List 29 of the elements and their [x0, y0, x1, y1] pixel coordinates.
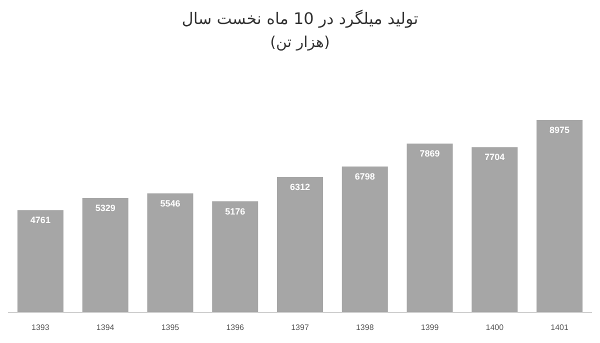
x-tick-label: 1398	[356, 323, 374, 332]
bar	[17, 210, 64, 312]
data-label: 6312	[290, 182, 310, 192]
x-tick-label: 1401	[550, 323, 570, 332]
data-label: 4761	[30, 215, 50, 226]
chart-subtitle: (هزار تن)	[270, 33, 330, 51]
data-label: 5329	[95, 202, 116, 213]
x-tick-label: 1399	[420, 323, 440, 332]
bar	[147, 193, 194, 312]
x-tick-label: 1396	[226, 323, 245, 332]
x-tick-label: 1394	[96, 323, 115, 332]
data-label: 5176	[225, 206, 246, 216]
chart-title: تولید میلگرد در 10 ماه نخست سال	[182, 9, 418, 28]
x-tick-label: 1400	[486, 323, 504, 332]
data-label: 7869	[420, 148, 440, 159]
x-tick-label: 1397	[291, 323, 310, 332]
bar	[82, 198, 128, 312]
bar	[277, 176, 323, 312]
data-label: 7704	[484, 152, 505, 162]
bar	[212, 201, 258, 312]
data-label: 8975	[550, 124, 570, 135]
bar	[406, 144, 453, 312]
data-label: 6798	[354, 172, 375, 182]
bar	[536, 120, 583, 312]
x-tick-label: 1393	[32, 323, 50, 332]
data-label: 5546	[160, 198, 180, 208]
bar	[342, 166, 388, 312]
bar	[472, 147, 518, 312]
x-tick-label: 1395	[161, 323, 180, 332]
